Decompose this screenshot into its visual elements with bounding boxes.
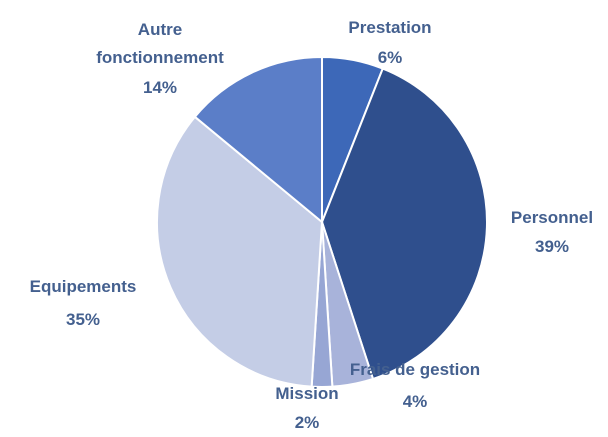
slice-name: Prestation — [348, 18, 432, 37]
slice-value: 2% — [294, 413, 320, 432]
slice-name: Autre fonctionnement — [96, 20, 224, 67]
slice-value: 6% — [377, 48, 403, 67]
slice-value: 39% — [534, 237, 570, 256]
pie-slice — [193, 55, 323, 225]
pie-slice — [156, 115, 324, 388]
slice-name: Mission — [275, 384, 339, 403]
slice-name: Personnel — [510, 208, 594, 227]
slice-value: 35% — [65, 310, 101, 329]
slice-value: 4% — [402, 392, 428, 411]
slice-name: Equipements — [29, 277, 137, 296]
slice-name: Frais de gestion — [349, 360, 481, 379]
pie-slice — [320, 67, 488, 381]
slice-value: 14% — [142, 78, 178, 97]
